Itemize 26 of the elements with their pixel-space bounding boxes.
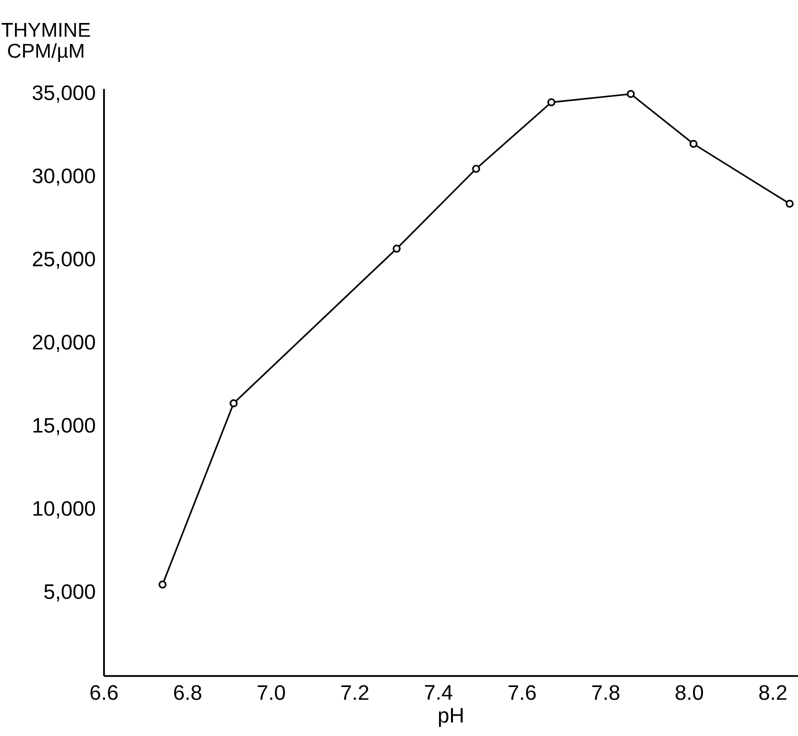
point xyxy=(547,98,556,106)
point xyxy=(230,399,238,408)
x-axis-title: pH xyxy=(438,708,463,727)
point xyxy=(472,164,480,173)
x-tick-label: 8.0 xyxy=(676,685,704,700)
y-axis-title: THYMINE CPM/µM xyxy=(2,23,90,62)
y-tick-label: 25,000 xyxy=(32,252,95,269)
y-tick-label: 10,000 xyxy=(33,501,95,518)
x-tick-label: 7.4 xyxy=(425,685,452,700)
point xyxy=(626,90,635,98)
x-tick-label: 8.2 xyxy=(759,685,786,700)
y-tick-label: 20,000 xyxy=(32,334,95,352)
x-tick-label: 7.0 xyxy=(258,685,285,700)
x-tick-label: 7.6 xyxy=(508,685,536,700)
x-tick-label: 6.6 xyxy=(90,685,118,700)
point xyxy=(392,244,401,253)
y-tick-label: 30,000 xyxy=(32,168,95,186)
point xyxy=(786,200,794,208)
point xyxy=(158,580,167,589)
x-tick-label: 6.8 xyxy=(174,685,202,700)
y-tick-label: 15,000 xyxy=(33,418,95,436)
x-tick-label: 7.8 xyxy=(592,685,620,700)
x-tick-label: 7.2 xyxy=(341,685,368,700)
y-tick-label: 35,000 xyxy=(32,85,95,103)
point xyxy=(690,140,698,148)
y-tick-label: 5,000 xyxy=(44,584,95,602)
